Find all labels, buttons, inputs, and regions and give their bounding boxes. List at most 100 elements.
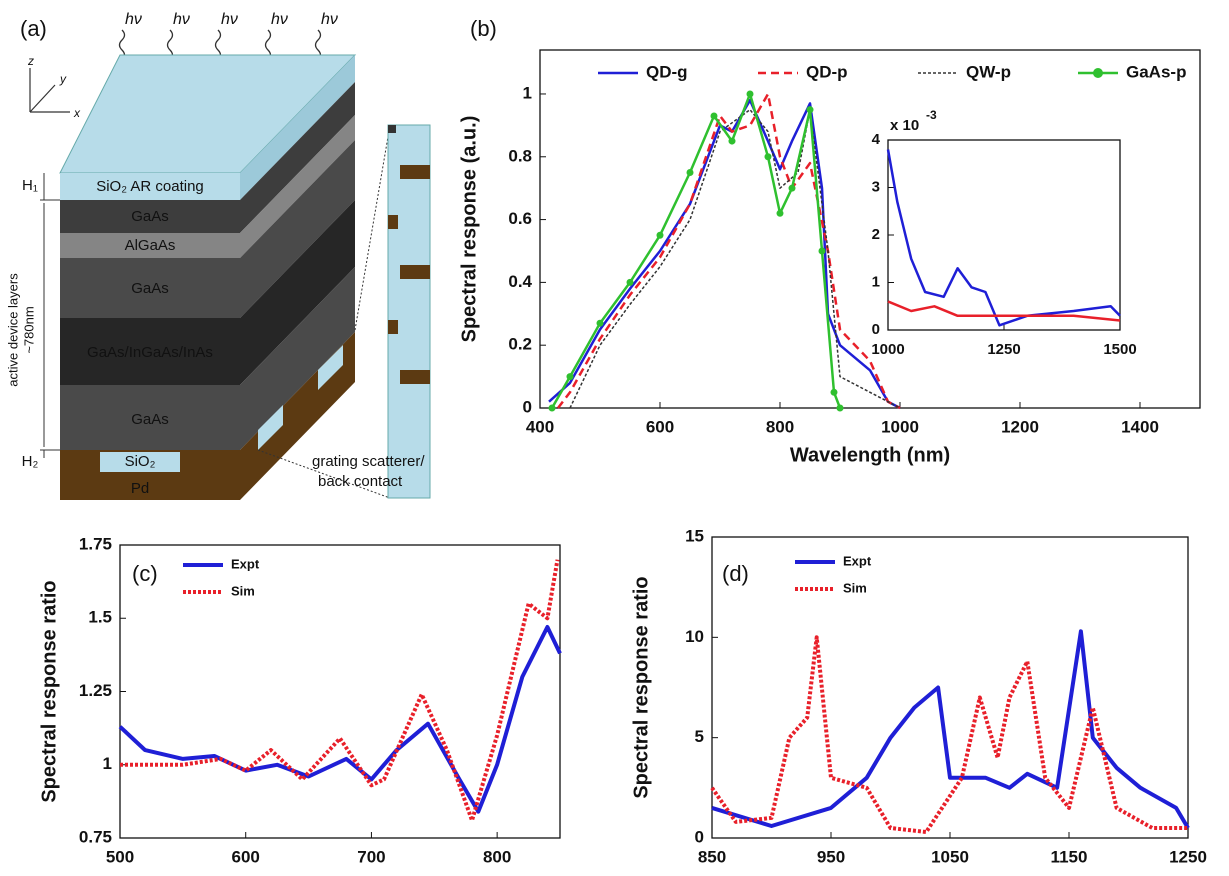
x-tick-label: 950: [817, 847, 845, 866]
x-tick-label: 400: [526, 417, 554, 436]
y-tick-label: 2: [872, 226, 880, 243]
panel-label: (b): [470, 16, 497, 41]
h2-label: H₂: [22, 453, 39, 470]
series-marker: [764, 153, 772, 161]
legend-label: QD-p: [806, 62, 848, 81]
layer-label: GaAs: [131, 411, 169, 428]
axis-name: y: [59, 72, 67, 86]
side-face: [240, 55, 355, 500]
x-tick-label: 700: [357, 847, 385, 866]
series-marker: [806, 106, 814, 114]
x-tick-label: 500: [106, 847, 134, 866]
series-marker: [626, 278, 634, 286]
photon-label: hν: [271, 11, 288, 28]
y-tick-label: 0.8: [508, 146, 532, 165]
y-tick-label: 1.75: [79, 534, 112, 553]
x-axis-label: Wavelength (nm): [260, 874, 420, 876]
legend-label: Sim: [231, 583, 255, 598]
y-scale-label: x 10: [890, 117, 919, 134]
x-tick-label: 1500: [1103, 341, 1136, 358]
x-tick-label: 1050: [931, 847, 969, 866]
y-tick-label: 0: [523, 397, 532, 416]
series-marker: [728, 137, 736, 145]
plot-area: [887, 139, 1121, 331]
y-axis-label: Spectral response ratio: [630, 576, 652, 798]
layer-label: GaAs: [131, 208, 169, 225]
x-tick-label: 800: [766, 417, 794, 436]
metal-label: Pd: [131, 480, 149, 497]
series-marker: [710, 112, 718, 120]
x-axis-label: Wavelength (nm): [870, 874, 1030, 876]
x-tick-label: 600: [232, 847, 260, 866]
y-tick-label: 0.75: [79, 827, 112, 846]
panel-label: (d): [722, 561, 749, 586]
dimension-lines: [40, 173, 60, 458]
series-line: [886, 149, 1121, 327]
x-tick-label: 1000: [871, 341, 904, 358]
series-line: [557, 92, 901, 410]
front-face: [60, 173, 240, 500]
series-line: [120, 559, 560, 823]
y-tick-label: 1: [103, 754, 112, 773]
y-tick-label: 0: [695, 827, 704, 846]
y-tick-label: 15: [685, 526, 704, 545]
series-marker: [566, 373, 574, 381]
layer-label: SiO₂ AR coating: [96, 178, 204, 195]
x-tick-label: 850: [698, 847, 726, 866]
y-tick-label: 3: [872, 178, 880, 195]
panel-a: (a) hν hν hν hν hν z y x: [5, 11, 431, 500]
y-tick-label: 1.25: [79, 681, 112, 700]
x-tick-label: 1150: [1051, 847, 1088, 866]
series-line: [550, 92, 842, 409]
y-tick-label: 5: [695, 727, 704, 746]
photon-label: hν: [321, 11, 338, 28]
series-marker: [818, 247, 826, 255]
series-marker: [656, 231, 664, 239]
legend-label: QW-p: [966, 62, 1011, 81]
series-line: [887, 300, 1121, 322]
x-tick-label: 1400: [1121, 417, 1159, 436]
series-line: [548, 98, 901, 410]
x-tick-label: 800: [483, 847, 511, 866]
x-tick-label: 1000: [881, 417, 919, 436]
y-tick-label: 0.4: [508, 272, 532, 291]
plot-area: [119, 544, 561, 839]
series-marker: [836, 404, 844, 412]
layer-label: AlGaAs: [125, 237, 176, 254]
series-marker: [548, 404, 556, 412]
series-marker: [596, 319, 604, 327]
y-tick-label: 0.6: [508, 209, 532, 228]
legend-label: QD-g: [646, 62, 688, 81]
x-tick-label: 600: [646, 417, 674, 436]
x-tick-label: 1250: [1169, 847, 1207, 866]
photon-label: hν: [221, 11, 238, 28]
x-axis-label: Wavelength (nm): [790, 444, 950, 466]
legend-label: Expt: [231, 556, 260, 571]
oxide-label: SiO₂: [125, 453, 156, 470]
y-tick-label: 1.5: [88, 608, 112, 627]
y-tick-label: 4: [872, 131, 881, 148]
series-line: [711, 629, 1190, 830]
series-marker: [686, 168, 694, 176]
series-marker: [746, 90, 754, 98]
photon-label: hν: [173, 11, 190, 28]
layer-label: GaAs: [131, 280, 169, 297]
y-tick-label: 0.2: [508, 335, 532, 354]
grating-label: back contact: [318, 473, 403, 490]
y-axis-label: Spectral response ratio: [38, 580, 60, 802]
plot-area: [711, 536, 1189, 839]
series-marker: [788, 184, 796, 192]
x-tick-label: 1200: [1001, 417, 1039, 436]
x-tick-label: 1250: [987, 341, 1020, 358]
layer-label: GaAs/InGaAs/InAs: [87, 344, 213, 361]
y-tick-label: 1: [872, 273, 880, 290]
photon-label: hν: [125, 11, 142, 28]
series-line: [118, 625, 562, 814]
panel-label: (a): [20, 16, 47, 41]
axis-name: x: [73, 106, 81, 120]
h1-label: H₁: [22, 177, 38, 194]
active-label: ~780nm: [21, 306, 36, 353]
grating-zoom: [257, 124, 431, 499]
y-axis-label: Spectral response (a.u.): [458, 116, 480, 343]
